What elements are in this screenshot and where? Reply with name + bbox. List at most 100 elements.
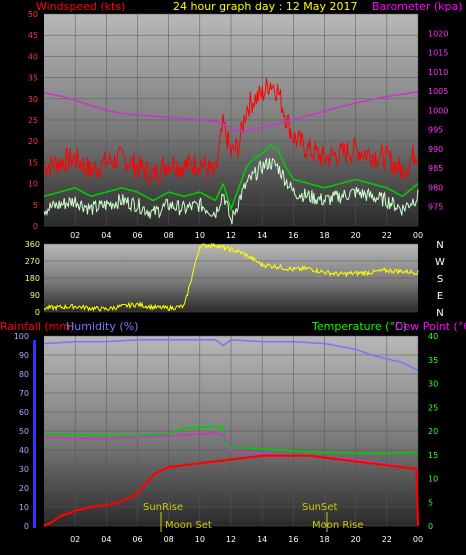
x-tick-label: 00 xyxy=(413,231,423,240)
sunset-label: SunSet xyxy=(302,502,338,513)
direction-grid xyxy=(44,243,418,313)
temperature-tick-label: 20 xyxy=(428,427,438,436)
x-tick-label: 22 xyxy=(382,535,392,544)
wind-tick-label: 25 xyxy=(28,116,38,125)
wind-tick-label: 20 xyxy=(28,137,38,146)
graph-title: 24 hour graph day : 12 May 2017 xyxy=(173,0,358,13)
temperature-axis-ticks: 0 5 10 15 20 25 30 35 40 xyxy=(428,332,438,531)
humidity-tick-label: 20 xyxy=(19,484,29,493)
x-tick-label: 10 xyxy=(195,535,205,544)
x-tick-label: 06 xyxy=(132,535,142,544)
wind-axis-ticks: 0 5 10 15 20 25 30 35 40 45 50 xyxy=(28,10,38,231)
x-axis-ticks-top: 02 04 06 08 10 12 14 16 18 20 22 00 xyxy=(70,231,423,240)
x-tick-label: 12 xyxy=(226,231,236,240)
direction-tick-label: 0 xyxy=(35,308,40,317)
temperature-tick-label: 25 xyxy=(428,403,438,412)
wind-tick-label: 50 xyxy=(28,10,38,19)
compass-letter: W xyxy=(435,257,445,268)
temperature-tick-label: 0 xyxy=(428,522,433,531)
wind-series-group xyxy=(43,77,419,225)
wind-gust-line xyxy=(43,77,419,186)
barometer-tick-label: 985 xyxy=(428,164,443,173)
humidity-line xyxy=(43,338,419,371)
x-tick-label: 18 xyxy=(319,535,329,544)
x-tick-label: 08 xyxy=(164,231,174,240)
x-tick-label: 18 xyxy=(319,231,329,240)
moonset-label: Moon Set xyxy=(165,520,212,531)
wind-title: Windspeed (kts) xyxy=(36,0,125,13)
x-axis-ticks-bottom: 02 04 06 08 10 12 14 16 18 20 22 00 xyxy=(70,535,423,544)
barometer-tick-label: 1020 xyxy=(428,29,448,38)
wind-tick-label: 45 xyxy=(28,31,38,40)
x-tick-label: 04 xyxy=(101,231,111,240)
humidity-tick-label: 60 xyxy=(19,408,29,417)
temperature-tick-label: 40 xyxy=(428,332,438,341)
wind-grid xyxy=(44,13,419,227)
humidity-tick-label: 90 xyxy=(19,351,29,360)
barometer-tick-label: 990 xyxy=(428,145,443,154)
wind-tick-label: 15 xyxy=(28,158,38,167)
direction-axis-ticks: 0 90 180 270 360 xyxy=(25,240,40,317)
humidity-tick-label: 30 xyxy=(19,465,29,474)
x-tick-label: 10 xyxy=(195,231,205,240)
barometer-tick-label: 1000 xyxy=(428,106,448,115)
compass-letter: E xyxy=(437,291,443,302)
temp-grid xyxy=(44,335,419,527)
rainfall-line xyxy=(43,454,420,527)
rainfall-label: Rainfall (mm) xyxy=(0,320,74,333)
compass-letter: S xyxy=(437,274,443,285)
barometer-title: Barometer (kpa) xyxy=(372,0,463,13)
compass-letter: N xyxy=(436,308,443,319)
barometer-tick-label: 1010 xyxy=(428,68,448,77)
x-tick-label: 14 xyxy=(257,535,267,544)
barometer-axis-ticks: 975 980 985 990 995 1000 1005 1010 1015 1020 xyxy=(428,29,448,211)
x-tick-label: 14 xyxy=(257,231,267,240)
barometer-line xyxy=(43,91,419,132)
compass-letter: N xyxy=(436,240,443,251)
x-tick-label: 00 xyxy=(413,535,423,544)
wind-avg-line xyxy=(43,144,419,212)
x-tick-label: 02 xyxy=(70,231,80,240)
direction-series-group xyxy=(43,242,419,312)
direction-tick-label: 360 xyxy=(25,240,40,249)
x-tick-label: 08 xyxy=(164,535,174,544)
wind-tick-label: 10 xyxy=(28,180,38,189)
temperature-tick-label: 15 xyxy=(428,451,438,460)
humidity-tick-label: 50 xyxy=(19,427,29,436)
humidity-tick-label: 40 xyxy=(19,446,29,455)
sunrise-label: SunRise xyxy=(143,502,183,513)
x-tick-label: 12 xyxy=(226,535,236,544)
temperature-label: Temperature (°C) xyxy=(311,320,407,333)
wind-tick-label: 40 xyxy=(28,52,38,61)
direction-tick-label: 270 xyxy=(25,257,40,266)
humidity-tick-label: 0 xyxy=(24,522,29,531)
x-tick-label: 20 xyxy=(351,535,361,544)
temp-series-group xyxy=(43,338,420,527)
humidity-axis-ticks: 0 10 20 30 40 50 60 70 80 90 100 xyxy=(14,332,29,531)
humidity-label: Humidity (%) xyxy=(66,320,138,333)
rain-axis-bar xyxy=(33,340,36,528)
humidity-tick-label: 100 xyxy=(14,332,29,341)
direction-tick-label: 180 xyxy=(25,274,40,283)
x-tick-label: 20 xyxy=(351,231,361,240)
wind-tick-label: 0 xyxy=(33,222,38,231)
barometer-tick-label: 975 xyxy=(428,203,443,212)
moonrise-label: Moon Rise xyxy=(312,520,363,531)
humidity-tick-label: 10 xyxy=(19,503,29,512)
x-tick-label: 02 xyxy=(70,535,80,544)
x-tick-label: 16 xyxy=(288,231,298,240)
wind-tick-label: 5 xyxy=(33,201,38,210)
wind-tick-label: 35 xyxy=(28,74,38,83)
barometer-tick-label: 1015 xyxy=(428,49,448,58)
humidity-tick-label: 70 xyxy=(19,389,29,398)
direction-tick-label: 90 xyxy=(30,291,40,300)
temperature-tick-label: 35 xyxy=(428,356,438,365)
temperature-tick-label: 30 xyxy=(428,380,438,389)
wind-speed-line xyxy=(43,157,419,225)
direction-line xyxy=(43,242,419,312)
temperature-tick-label: 10 xyxy=(428,475,438,484)
barometer-tick-label: 1005 xyxy=(428,87,448,96)
temperature-tick-label: 5 xyxy=(428,498,433,507)
